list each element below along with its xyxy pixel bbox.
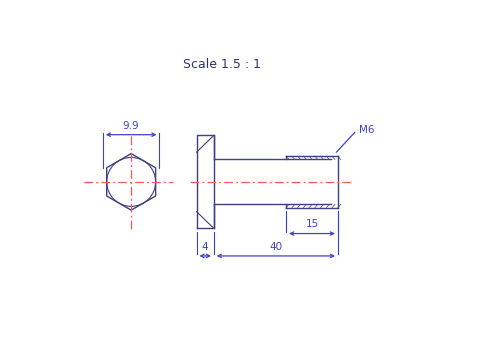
Text: 15: 15 — [306, 219, 318, 229]
Text: 4: 4 — [202, 242, 208, 252]
Text: Scale 1.5 : 1: Scale 1.5 : 1 — [184, 58, 262, 71]
Text: 9.9: 9.9 — [123, 120, 140, 131]
Text: 40: 40 — [270, 242, 282, 252]
Text: M6: M6 — [358, 125, 374, 135]
